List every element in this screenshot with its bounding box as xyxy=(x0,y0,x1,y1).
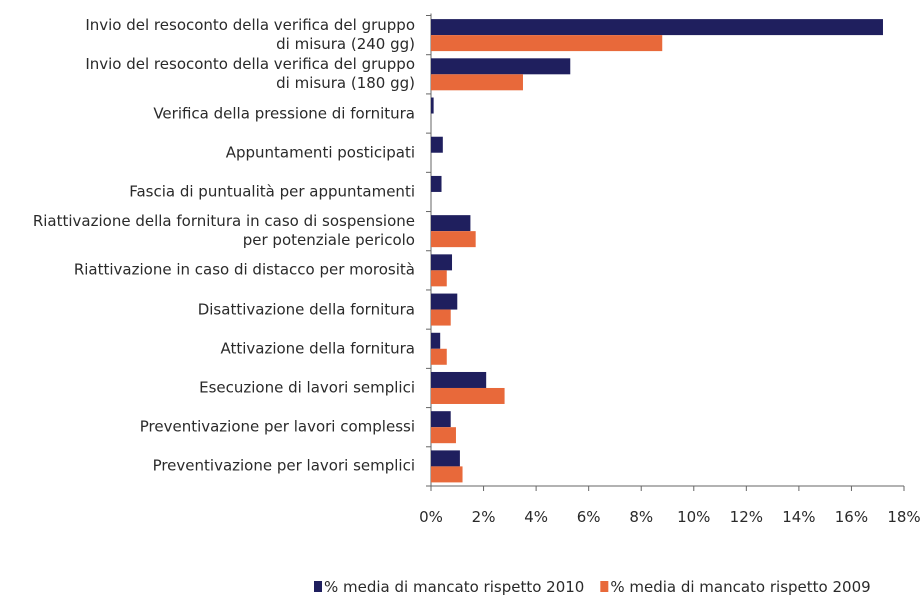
y-tick-label: Verifica della pressione di fornitura xyxy=(153,104,415,123)
x-tick-label: 10% xyxy=(677,508,710,526)
bar xyxy=(431,58,571,75)
bar xyxy=(431,254,453,271)
bar xyxy=(431,270,447,287)
bar xyxy=(431,97,434,114)
y-tick-label: Preventivazione per lavori complessi xyxy=(139,417,415,436)
y-tick-label: Invio del resoconto della verifica del g… xyxy=(85,55,415,93)
legend-swatch xyxy=(600,581,609,592)
bar xyxy=(431,293,458,310)
bar xyxy=(431,332,441,349)
bar xyxy=(431,19,883,36)
bar xyxy=(431,348,447,365)
x-tick-label: 12% xyxy=(730,508,763,526)
bar xyxy=(431,411,451,428)
y-tick-label: Fascia di puntualità per appuntamenti xyxy=(129,182,415,201)
bar xyxy=(431,450,460,467)
bar xyxy=(431,427,456,444)
y-tick-label: Invio del resoconto della verifica del g… xyxy=(85,16,415,54)
legend-label: % media di mancato rispetto 2010 xyxy=(324,578,584,596)
x-tick-label: 18% xyxy=(887,508,920,526)
bar xyxy=(431,309,451,326)
x-tick-label: 0% xyxy=(419,508,443,526)
x-tick-label: 2% xyxy=(472,508,496,526)
y-tick-label: Disattivazione della fornitura xyxy=(197,300,415,319)
x-tick-label: 16% xyxy=(835,508,868,526)
bar xyxy=(431,371,487,388)
y-tick-label: Appuntamenti posticipati xyxy=(225,143,415,162)
y-tick-label: Riattivazione della fornitura in caso di… xyxy=(32,212,415,250)
y-tick-label: Riattivazione in caso di distacco per mo… xyxy=(73,260,415,279)
legend-label: % media di mancato rispetto 2009 xyxy=(610,578,870,596)
bar xyxy=(431,466,463,483)
x-tick-label: 8% xyxy=(629,508,653,526)
y-tick-label: Esecuzione di lavori semplici xyxy=(199,378,415,397)
y-tick-label: Attivazione della fornitura xyxy=(220,339,415,358)
x-tick-label: 4% xyxy=(524,508,548,526)
legend-swatch xyxy=(314,581,322,592)
bar xyxy=(431,231,476,248)
bar xyxy=(431,74,523,91)
bar xyxy=(431,387,505,404)
bar xyxy=(431,175,442,192)
bar xyxy=(431,136,443,153)
x-tick-label: 14% xyxy=(782,508,815,526)
y-tick-label: Preventivazione per lavori semplici xyxy=(152,456,415,475)
bar xyxy=(431,35,663,52)
bar xyxy=(431,215,471,232)
x-tick-label: 6% xyxy=(577,508,601,526)
